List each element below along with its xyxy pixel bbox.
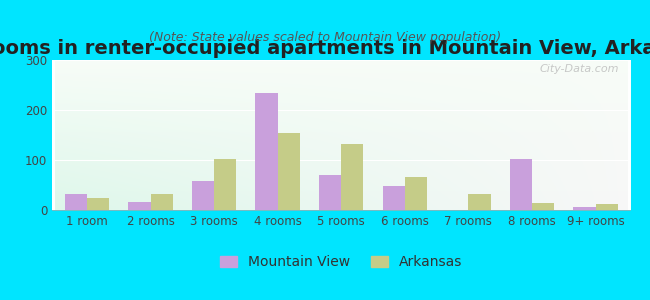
Bar bbox=[192, 181, 214, 210]
Bar bbox=[151, 194, 173, 210]
Bar bbox=[383, 186, 405, 210]
Bar bbox=[341, 143, 363, 210]
Bar bbox=[573, 206, 595, 210]
Bar bbox=[469, 194, 491, 210]
Bar bbox=[128, 202, 151, 210]
Bar bbox=[87, 197, 109, 210]
Bar bbox=[214, 159, 237, 210]
Bar bbox=[532, 202, 554, 210]
Bar bbox=[65, 194, 87, 210]
Bar bbox=[255, 92, 278, 210]
Text: (Note: State values scaled to Mountain View population): (Note: State values scaled to Mountain V… bbox=[149, 32, 501, 44]
Bar bbox=[405, 176, 427, 210]
Title: Rooms in renter-occupied apartments in Mountain View, Arkansas: Rooms in renter-occupied apartments in M… bbox=[0, 39, 650, 58]
Legend: Mountain View, Arkansas: Mountain View, Arkansas bbox=[214, 250, 468, 275]
Bar bbox=[510, 158, 532, 210]
Bar bbox=[319, 175, 341, 210]
Text: City-Data.com: City-Data.com bbox=[540, 64, 619, 74]
Bar bbox=[278, 133, 300, 210]
Bar bbox=[595, 204, 617, 210]
